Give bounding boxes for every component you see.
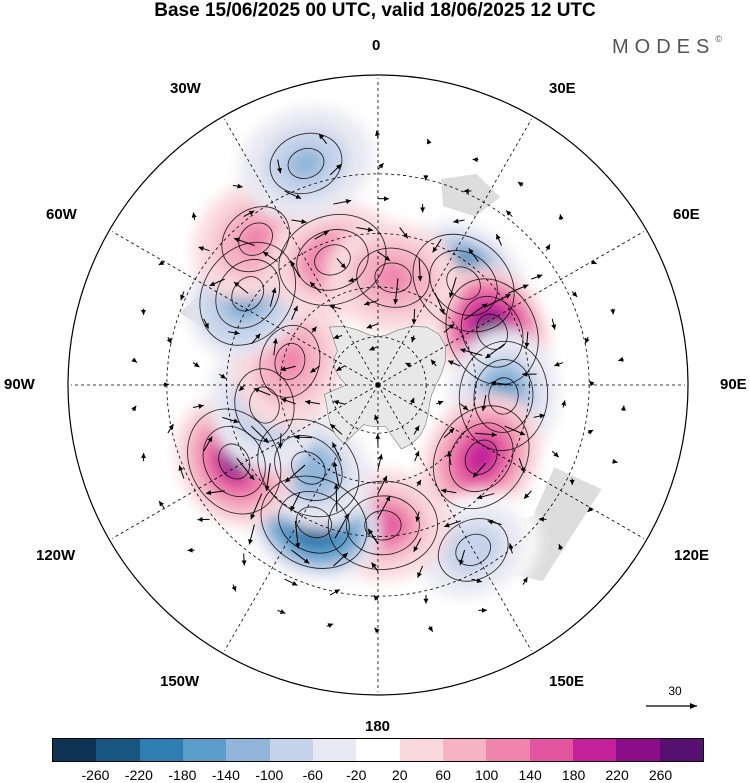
colorbar-swatch (226, 739, 270, 761)
colorbar-swatch (182, 739, 227, 761)
polar-map (67, 74, 697, 709)
lon-label-60e: 60E (673, 206, 700, 223)
lon-label-90e: 90E (720, 376, 747, 393)
wind-vectors (131, 130, 626, 634)
colorbar-tick-label: -60 (302, 767, 323, 783)
colorbar (52, 738, 704, 762)
lon-label-120w: 120W (36, 547, 76, 564)
lon-label-150w: 150W (160, 673, 200, 690)
colorbar-swatch (572, 739, 617, 761)
colorbar-tick-label: 60 (435, 767, 451, 783)
colorbar-tick-label: 140 (518, 767, 542, 783)
colorbar-swatch (269, 739, 313, 761)
colorbar-tick-label: -180 (168, 767, 197, 783)
colorbar-swatch (139, 739, 183, 761)
colorbar-tick-label: -260 (81, 767, 110, 783)
colorbar-swatch (356, 739, 400, 761)
colorbar-tick-label: 100 (474, 767, 499, 783)
map-title: Base 15/06/2025 00 UTC, valid 18/06/2025… (154, 0, 596, 21)
map-border (67, 74, 689, 696)
colorbar-swatch (616, 739, 660, 761)
colorbar-swatch (312, 739, 357, 761)
colorbar-swatch (529, 739, 573, 761)
brand-logo: MODES© (612, 34, 722, 58)
vector-reference-arrow (646, 703, 697, 709)
lon-label-180: 180 (365, 718, 391, 735)
colorbar-tick-label: -100 (255, 767, 284, 783)
colorbar-swatch (659, 739, 703, 761)
colorbar-swatch (486, 739, 530, 761)
colorbar-swatch (53, 739, 97, 761)
lon-label-120e: 120E (674, 547, 710, 564)
colorbar-swatch (442, 739, 487, 761)
colorbar-tick-label: 220 (605, 767, 629, 783)
lon-label-90w: 90W (4, 376, 35, 393)
colorbar-tick-label: -220 (124, 767, 153, 783)
lon-label-150e: 150E (549, 673, 585, 690)
colorbar-tick-label: 260 (648, 767, 673, 783)
colorbar-swatch (96, 739, 140, 761)
colorbar-tick-label: 180 (561, 767, 586, 783)
lon-label-30e: 30E (549, 80, 576, 97)
lon-label-0: 0 (372, 37, 381, 54)
lon-label-30w: 30W (170, 80, 201, 97)
colorbar-swatch (399, 739, 443, 761)
colorbar-tick-label: -20 (346, 767, 367, 783)
vector-reference-label: 30 (668, 684, 682, 698)
graticule (71, 78, 685, 692)
colorbar-tick-label: -140 (211, 767, 240, 783)
lon-label-60w: 60W (46, 206, 77, 223)
colorbar-tick-label: 20 (391, 767, 408, 783)
